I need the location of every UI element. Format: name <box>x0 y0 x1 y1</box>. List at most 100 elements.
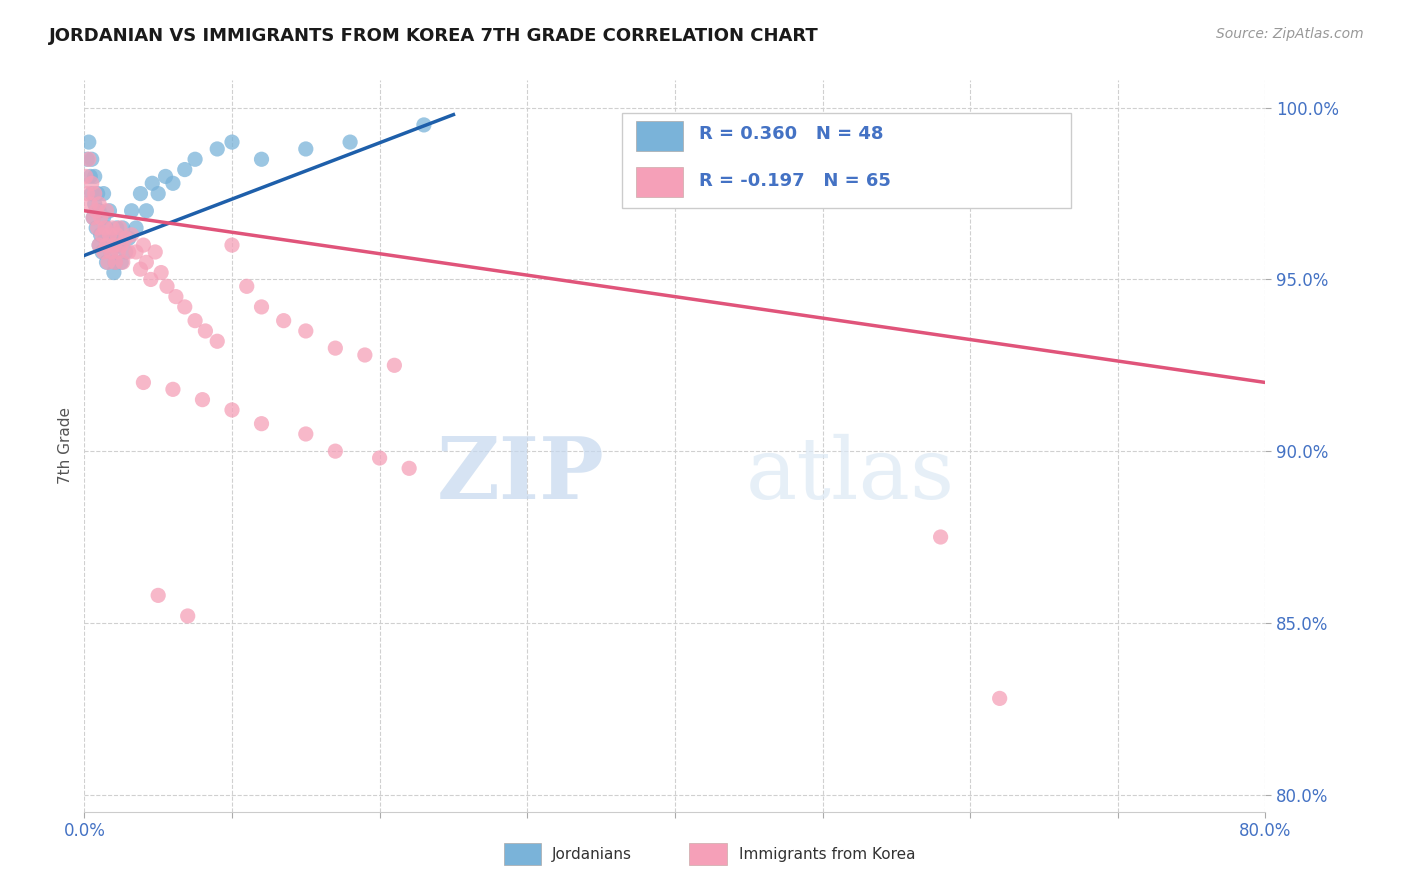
Point <box>84 221 107 235</box>
Point <box>156 279 179 293</box>
Point <box>96 255 118 269</box>
Point <box>76 186 98 201</box>
Point <box>162 176 184 190</box>
Text: Immigrants from Korea: Immigrants from Korea <box>738 847 915 862</box>
Point <box>103 231 125 245</box>
Point <box>111 221 134 235</box>
Point <box>184 313 207 327</box>
FancyBboxPatch shape <box>636 120 683 152</box>
Point <box>101 221 124 235</box>
Point <box>103 266 125 280</box>
Point <box>382 359 406 373</box>
Point <box>155 169 177 184</box>
Point <box>250 153 273 167</box>
Point <box>191 392 214 407</box>
Point <box>162 382 184 396</box>
Point <box>87 197 111 211</box>
Point <box>104 255 127 269</box>
Point <box>100 244 122 259</box>
Point <box>132 238 155 252</box>
Point <box>135 255 157 269</box>
Point <box>339 135 361 149</box>
Point <box>90 211 112 225</box>
Point <box>105 227 128 242</box>
Point <box>273 313 295 327</box>
Point <box>354 348 377 362</box>
Point <box>91 227 114 242</box>
Point <box>97 255 120 269</box>
Point <box>110 255 132 269</box>
Point <box>143 244 166 259</box>
FancyBboxPatch shape <box>689 843 727 865</box>
Point <box>97 238 120 252</box>
Point <box>184 153 207 167</box>
Point <box>83 169 105 184</box>
Point <box>177 609 200 624</box>
Point <box>114 244 136 259</box>
Point <box>173 300 195 314</box>
Point <box>368 450 391 465</box>
Point <box>87 203 111 218</box>
Point <box>100 244 122 259</box>
Point <box>221 403 243 417</box>
Point <box>96 203 118 218</box>
Point <box>121 203 143 218</box>
Point <box>129 262 152 277</box>
Point <box>129 186 152 201</box>
Point <box>96 238 118 252</box>
Point <box>207 334 229 349</box>
Point <box>250 417 273 431</box>
Point <box>132 376 155 390</box>
Point <box>82 211 104 225</box>
Point <box>118 231 141 245</box>
Point <box>76 153 98 167</box>
Point <box>96 221 118 235</box>
Point <box>121 227 143 242</box>
Point <box>173 162 195 177</box>
Text: Source: ZipAtlas.com: Source: ZipAtlas.com <box>1216 27 1364 41</box>
Point <box>221 238 243 252</box>
Point <box>236 279 259 293</box>
FancyBboxPatch shape <box>503 843 541 865</box>
Point <box>98 203 121 218</box>
Y-axis label: 7th Grade: 7th Grade <box>58 408 73 484</box>
Point <box>101 227 124 242</box>
Point <box>107 244 129 259</box>
Point <box>125 221 148 235</box>
Point <box>110 238 132 252</box>
Point <box>104 255 127 269</box>
Point <box>86 221 108 235</box>
Point <box>988 691 1011 706</box>
Point <box>107 238 129 252</box>
Point <box>77 135 100 149</box>
Point <box>165 290 187 304</box>
Point <box>94 231 117 245</box>
Point <box>221 135 243 149</box>
Point <box>325 444 347 458</box>
Point <box>94 221 117 235</box>
Point <box>929 530 952 544</box>
FancyBboxPatch shape <box>636 167 683 197</box>
Point <box>141 176 163 190</box>
Text: Jordanians: Jordanians <box>553 847 633 862</box>
Point <box>90 227 112 242</box>
Point <box>75 169 97 184</box>
Point <box>135 203 157 218</box>
Text: R = 0.360   N = 48: R = 0.360 N = 48 <box>699 125 883 143</box>
Point <box>79 197 101 211</box>
Point <box>80 176 103 190</box>
Text: JORDANIAN VS IMMIGRANTS FROM KOREA 7TH GRADE CORRELATION CHART: JORDANIAN VS IMMIGRANTS FROM KOREA 7TH G… <box>49 27 818 45</box>
Point <box>98 227 121 242</box>
Point <box>103 238 125 252</box>
Point <box>148 186 170 201</box>
Point <box>295 324 318 338</box>
Point <box>139 272 162 286</box>
Point <box>84 203 107 218</box>
FancyBboxPatch shape <box>621 113 1070 209</box>
Point <box>250 300 273 314</box>
Point <box>111 255 134 269</box>
Point <box>207 142 229 156</box>
Point <box>82 211 104 225</box>
Point <box>93 211 115 225</box>
Point <box>83 186 105 201</box>
